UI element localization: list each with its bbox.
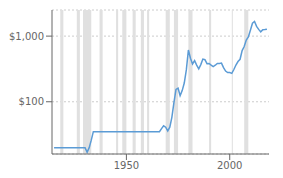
svg-text:$100: $100 bbox=[19, 96, 44, 107]
svg-text:$1,000: $1,000 bbox=[9, 31, 44, 42]
svg-text:1950: 1950 bbox=[114, 160, 139, 171]
svg-text:2000: 2000 bbox=[217, 160, 242, 171]
